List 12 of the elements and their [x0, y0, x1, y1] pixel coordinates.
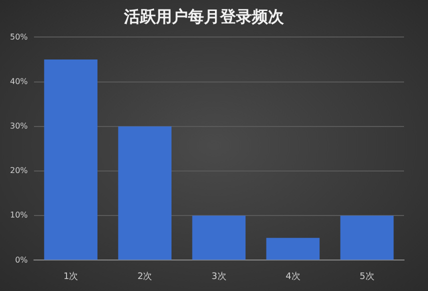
x-tick-label: 2次: [137, 270, 152, 282]
y-tick-label: 50%: [10, 32, 28, 42]
y-tick-label: 30%: [10, 121, 28, 130]
x-tick-label: 1次: [63, 270, 78, 282]
x-tick-label: 5次: [360, 270, 374, 282]
y-tick-label: 40%: [10, 76, 28, 86]
chart-title: 活跃用户每月登录频次: [123, 6, 285, 26]
y-tick-label: 10%: [10, 210, 28, 220]
x-tick-label: 3次: [212, 270, 226, 282]
x-tick-label: 4次: [286, 270, 300, 282]
y-tick-label: 0%: [15, 255, 28, 264]
y-tick-label: 20%: [10, 166, 28, 176]
